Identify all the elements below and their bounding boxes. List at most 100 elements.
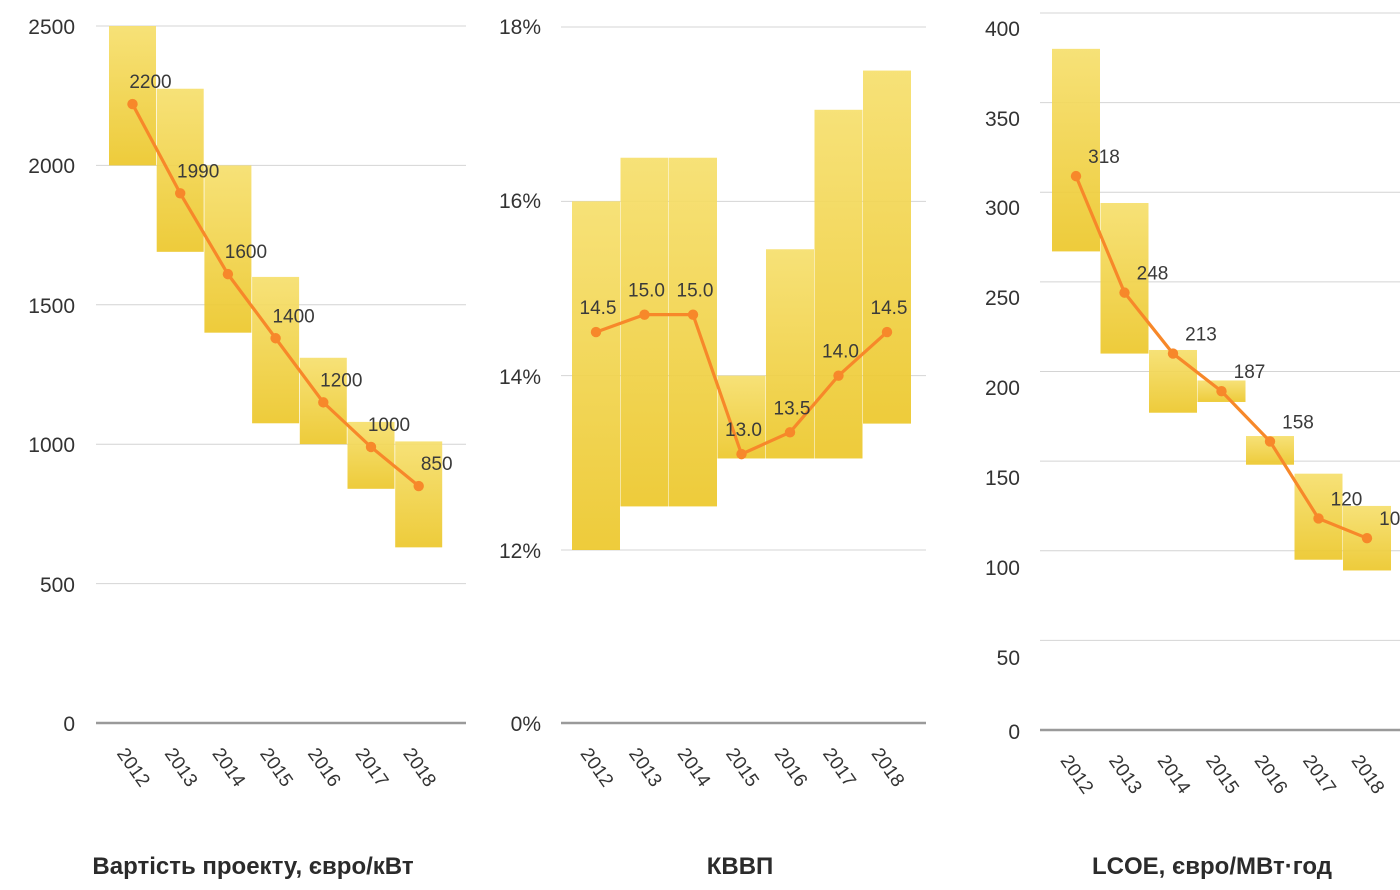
chart-title: Вартість проекту, євро/кВт xyxy=(92,853,413,880)
series-point xyxy=(1167,348,1179,359)
xtick-label: 2017 xyxy=(351,744,392,791)
series-point xyxy=(1070,170,1082,182)
series-point xyxy=(318,397,329,408)
chart-kvvp: 0% 12% 14% 16% 18% 14.5 15.0 15.0 13.0 1… xyxy=(499,16,926,880)
data-label: 158 xyxy=(1282,412,1314,433)
ytick-label: 1000 xyxy=(28,434,75,457)
data-label: 1400 xyxy=(272,306,314,327)
range-bar xyxy=(717,375,766,459)
chart-project-cost-line xyxy=(127,98,424,492)
series-point xyxy=(1264,436,1276,447)
ytick-label: 500 xyxy=(40,574,75,597)
range-bar xyxy=(766,249,814,459)
ytick-label: 0 xyxy=(1008,721,1020,744)
xtick-label: 2015 xyxy=(721,744,762,791)
chart-kvvp-yaxis: 0% 12% 14% 16% 18% xyxy=(499,16,541,736)
ytick-label: 300 xyxy=(985,197,1020,220)
ytick-label: 250 xyxy=(985,287,1020,310)
chart-project-cost-yaxis: 0 500 1000 1500 2000 2500 xyxy=(28,16,75,736)
chart-kvvp-xaxis: 2012 2013 2014 2015 2016 2017 2018 xyxy=(576,744,908,791)
ytick-label: 0 xyxy=(63,713,75,736)
xtick-label: 2013 xyxy=(160,744,201,791)
data-label: 1000 xyxy=(368,415,410,436)
chart-title: LCOE, євро/МВт·год xyxy=(1092,853,1332,880)
range-bar xyxy=(395,441,443,548)
data-label: 120 xyxy=(1331,489,1363,510)
series-point xyxy=(736,448,747,460)
chart-lcoe: 0 50 100 150 200 250 300 350 400 318 248… xyxy=(985,12,1400,880)
range-bar xyxy=(1100,203,1149,354)
data-label: 248 xyxy=(1137,264,1169,285)
series-point xyxy=(590,326,602,338)
series-point xyxy=(639,309,650,320)
series-point xyxy=(1216,386,1227,397)
ytick-label: 50 xyxy=(997,647,1020,670)
range-bar xyxy=(1149,349,1197,413)
series-point xyxy=(833,370,844,381)
series-point xyxy=(1119,287,1130,298)
ytick-label: 150 xyxy=(985,467,1020,490)
range-bar xyxy=(252,276,300,424)
xtick-label: 2012 xyxy=(576,744,617,791)
series-point xyxy=(1313,513,1324,524)
series-point xyxy=(1361,533,1373,544)
range-bar xyxy=(863,70,911,424)
xtick-label: 2016 xyxy=(303,744,344,791)
xtick-label: 2016 xyxy=(1250,751,1291,798)
range-bar xyxy=(620,157,669,507)
range-bar xyxy=(156,88,204,252)
ytick-label: 100 xyxy=(985,557,1020,580)
xtick-label: 2012 xyxy=(112,744,153,791)
data-label: 1990 xyxy=(177,161,219,182)
range-bar xyxy=(669,157,717,507)
chart-kvvp-data-labels: 14.5 15.0 15.0 13.0 13.5 14.0 14.5 xyxy=(580,281,908,441)
xtick-label: 2015 xyxy=(255,744,296,791)
series-point xyxy=(881,326,893,338)
data-label: 850 xyxy=(421,454,453,475)
series-point xyxy=(413,480,424,492)
range-bar xyxy=(814,109,863,459)
data-label: 13.5 xyxy=(774,398,811,419)
series-point xyxy=(365,441,377,453)
series-point xyxy=(687,309,699,320)
xtick-label: 2018 xyxy=(398,744,439,791)
data-label: 187 xyxy=(1234,362,1266,383)
ytick-label: 200 xyxy=(985,377,1020,400)
series-point xyxy=(784,427,796,438)
chart-lcoe-data-labels: 318 248 213 187 158 120 107 xyxy=(1088,147,1400,530)
ytick-label: 12% xyxy=(499,540,541,563)
series-point xyxy=(127,98,138,110)
ytick-label: 2500 xyxy=(28,16,75,39)
series-point xyxy=(222,268,234,280)
data-label: 15.0 xyxy=(628,281,665,302)
chart-lcoe-line xyxy=(1070,170,1373,544)
data-label: 107 xyxy=(1379,509,1400,530)
data-label: 15.0 xyxy=(677,281,714,302)
chart-title: КВВП xyxy=(707,853,774,880)
chart-lcoe-yaxis: 0 50 100 150 200 250 300 350 400 xyxy=(985,18,1020,744)
range-bar xyxy=(572,201,620,550)
ytick-label: 400 xyxy=(985,18,1020,41)
series-point xyxy=(270,333,281,344)
data-label: 13.0 xyxy=(725,420,762,441)
xtick-label: 2015 xyxy=(1201,751,1242,798)
chart-project-cost: 0 500 1000 1500 2000 2500 2200 1990 1600… xyxy=(28,16,466,880)
xtick-label: 2012 xyxy=(1056,751,1097,798)
chart-kvvp-bars xyxy=(572,70,911,550)
ytick-label: 1500 xyxy=(28,295,75,318)
ytick-label: 350 xyxy=(985,108,1020,131)
xtick-label: 2014 xyxy=(1153,751,1195,798)
xtick-label: 2017 xyxy=(818,744,859,791)
data-label: 2200 xyxy=(129,72,171,93)
data-label: 1200 xyxy=(320,370,362,391)
xtick-label: 2014 xyxy=(673,744,715,791)
xtick-label: 2017 xyxy=(1298,751,1339,798)
ytick-label: 16% xyxy=(499,190,541,213)
xtick-label: 2013 xyxy=(624,744,665,791)
data-label: 1600 xyxy=(225,242,267,263)
ytick-label: 2000 xyxy=(28,155,75,178)
chart-project-cost-xaxis: 2012 2013 2014 2015 2016 2017 2018 xyxy=(112,744,440,791)
range-bar xyxy=(109,26,156,166)
ytick-label: 18% xyxy=(499,16,541,39)
